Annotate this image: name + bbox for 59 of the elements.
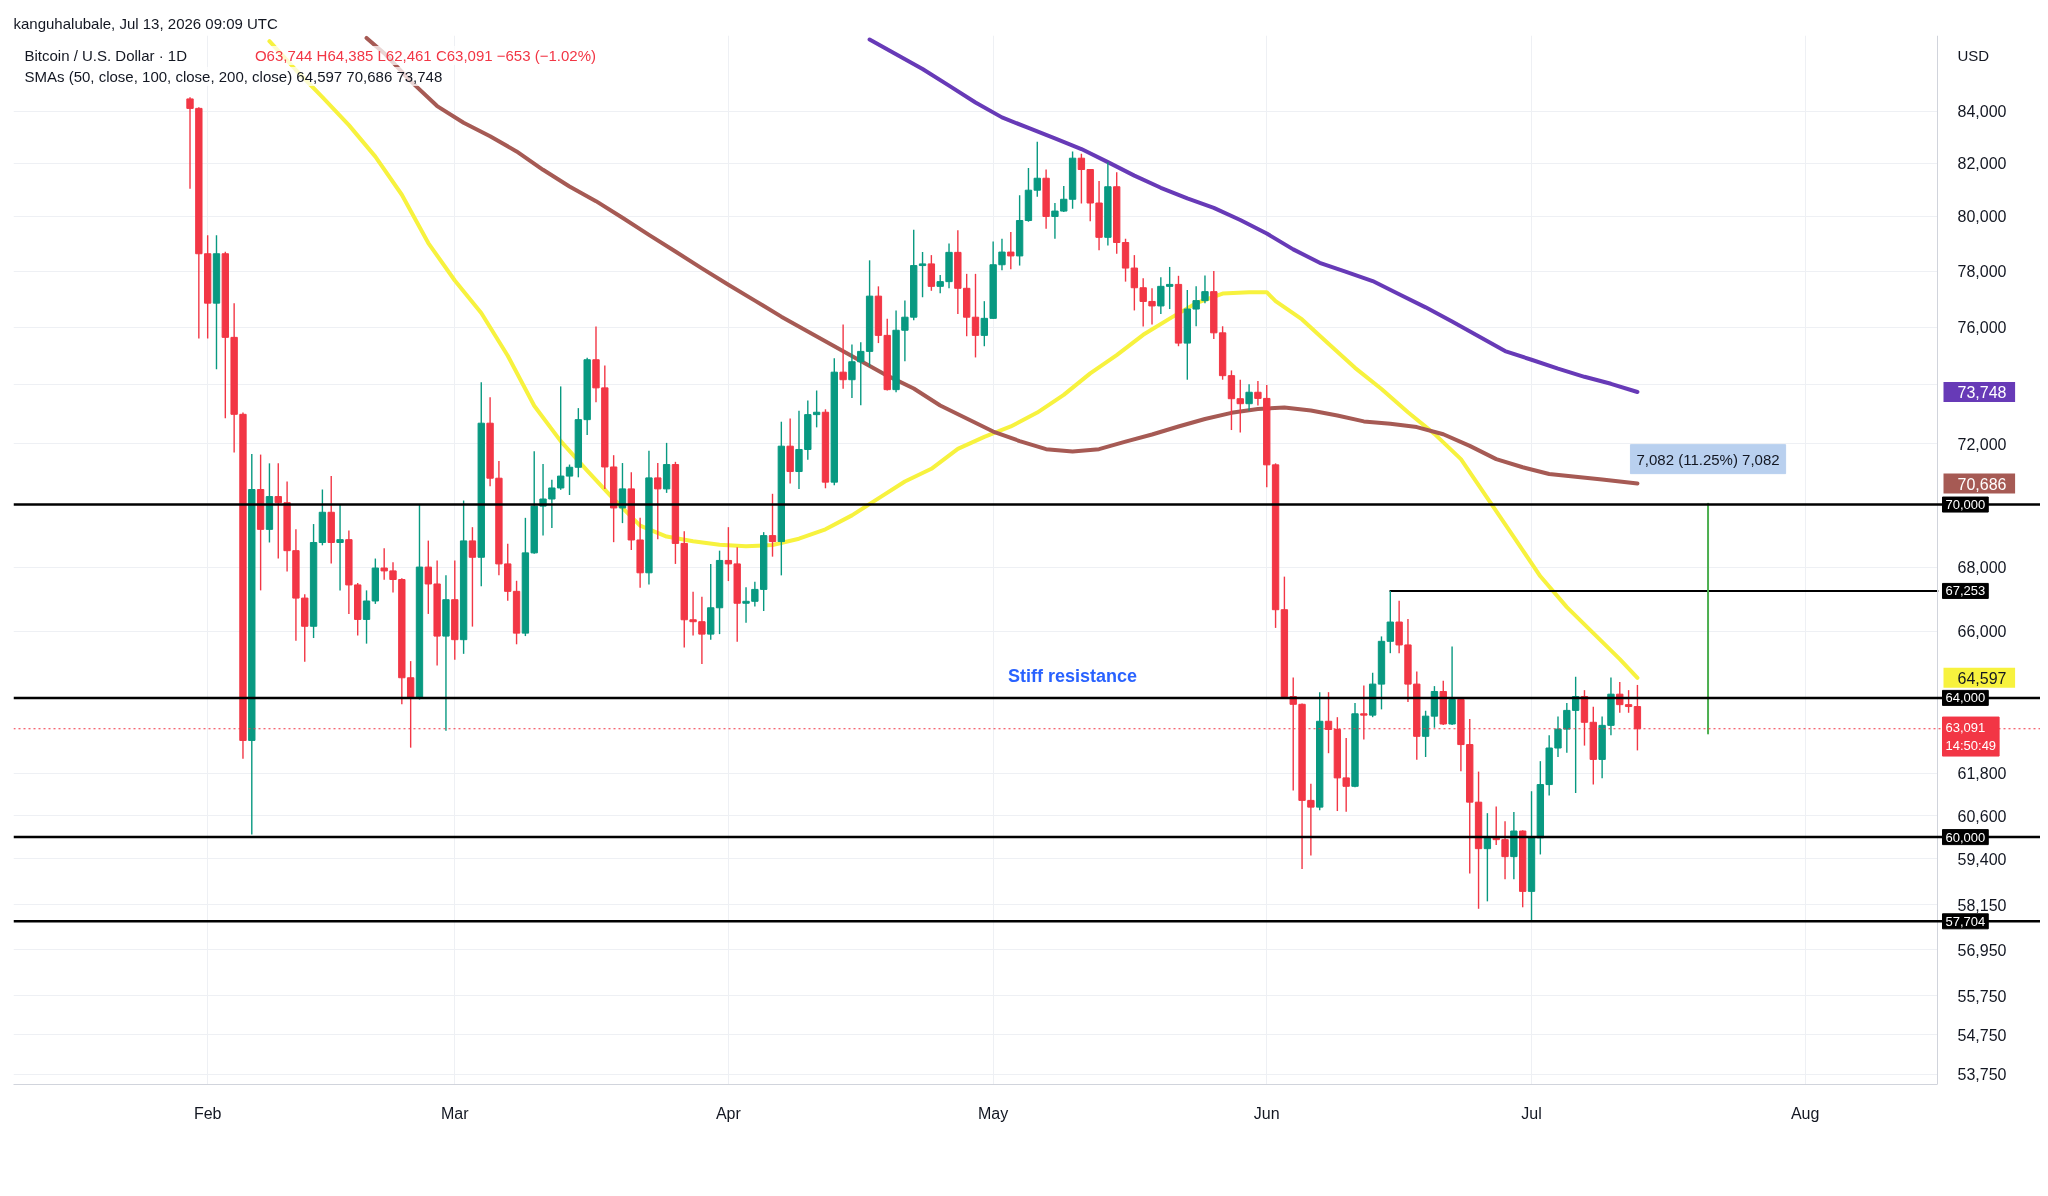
y-tick-label: 55,750 [1957,987,2007,1005]
candlestick [1421,710,1430,758]
x-tick-label: Jun [1253,1104,1280,1122]
x-tick-label: Aug [1790,1104,1820,1122]
ref-line-label: 70,000 [1945,497,1986,513]
candlestick [1227,369,1236,431]
line-series [867,37,1640,395]
candlestick [1033,141,1041,198]
y-tick-label: 73,748 [1957,384,2007,402]
candlestick [768,493,777,558]
y-axis-title: USD [1957,47,1990,64]
y-tick-label: 72,000 [1957,435,2007,453]
text: Bitcoin / U.S. Dollar · 1D [24,47,188,64]
candlestick [654,462,662,541]
candlestick [839,323,847,390]
y-tick-label: 82,000 [1957,155,2007,173]
candlestick [1386,590,1394,654]
candlestick [1395,599,1403,654]
y-tick-label: 66,000 [1957,623,2007,641]
candlestick [1236,379,1244,434]
y-tick-label: 78,000 [1957,263,2007,281]
text: kanguhalubale, Jul 13, 2026 09:09 UTC [13,15,279,32]
y-tick-label: 59,400 [1957,850,2007,868]
y-tick-label: 53,750 [1957,1066,2007,1084]
annotation: O63,744 H64,385 L62,461 C63,091 −653 (−1.02%) [254,47,597,64]
text: SMAs (50, close, 100, close, 200, close) 64,597 70,686 73,748 [24,68,443,85]
candlestick [971,273,980,359]
x-tick-label: May [978,1104,1009,1122]
y-tick-label: 61,800 [1957,765,2007,783]
x-tick-label: Feb [193,1104,222,1122]
candlestick [1130,254,1139,312]
x-tick-label: Mar [441,1104,470,1122]
candlestick [1245,383,1253,412]
ref-line-label: 60,000 [1945,829,1986,845]
candlestick [1007,231,1015,270]
ref-line-label: 63,091 14:50:49 [1945,720,1997,754]
ref-line-label: 64,000 [1945,690,1986,706]
x-tick-label: Apr [715,1104,742,1122]
annotation: 7,082 (11.25%) 7,082 [1636,450,1780,468]
candlestick [468,526,477,628]
y-tick-label: 60,600 [1957,807,2007,825]
y-tick-label: 84,000 [1957,103,2007,121]
y-tick-label: 64,597 [1957,669,2007,687]
y-tick-label: 68,000 [1957,559,2007,577]
y-tick-label: 70,686 [1957,475,2007,493]
candlestick [362,589,371,645]
candlestick [380,547,388,581]
y-tick-label: 76,000 [1957,319,2007,337]
y-tick-label: 56,950 [1957,941,2007,959]
annotation: Stiff resistance [1008,665,1138,686]
x-tick-label: Jul [1521,1104,1542,1122]
candlestick [336,503,344,592]
ref-line-label: 57,704 [1945,913,1986,929]
data-label: 67,253 [1945,583,1986,599]
y-tick-label: 54,750 [1957,1026,2007,1044]
candlestick [927,254,936,292]
y-tick-label: 58,150 [1957,896,2007,914]
candlestick [918,251,927,298]
y-tick-label: 80,000 [1957,208,2007,226]
